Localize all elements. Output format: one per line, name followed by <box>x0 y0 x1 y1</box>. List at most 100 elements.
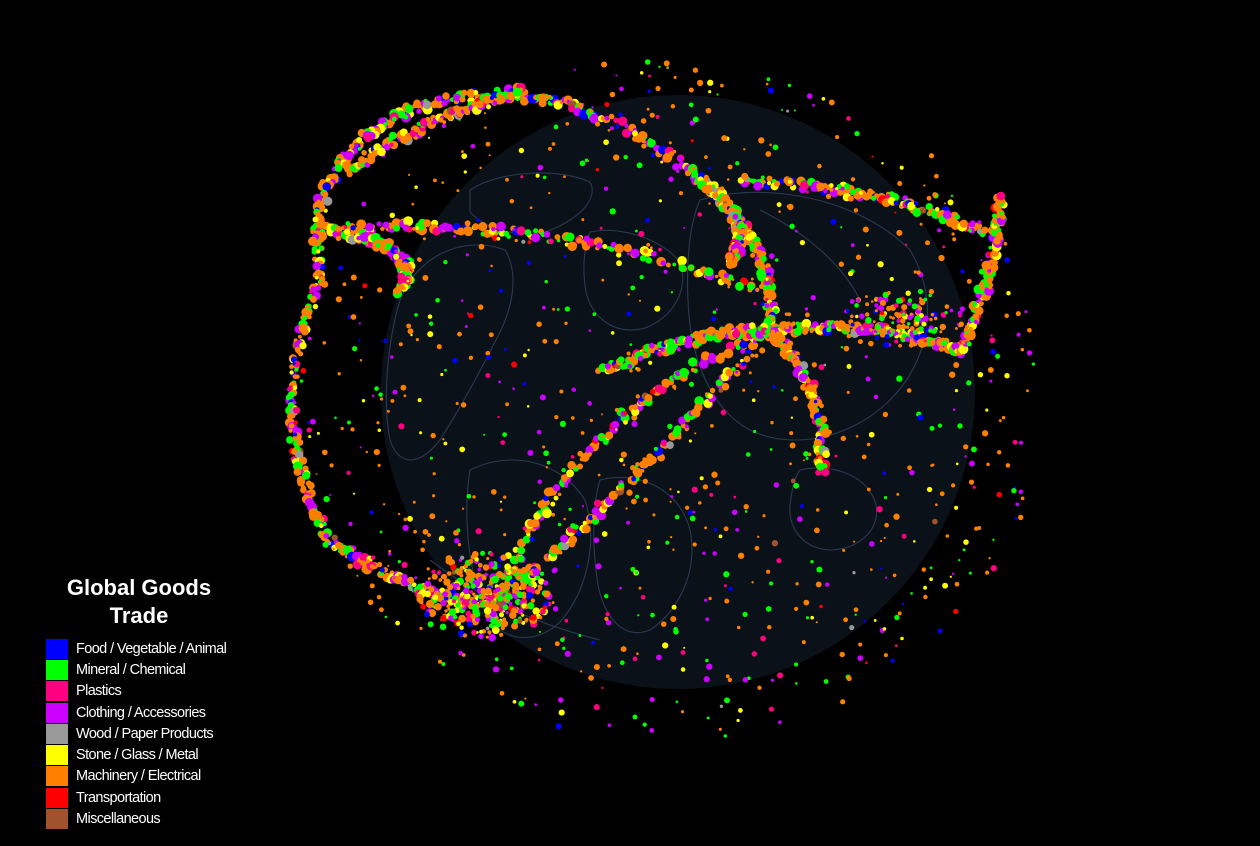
trade-scatter-dot <box>488 332 494 338</box>
trade-hub-dot <box>905 325 910 329</box>
trade-flow-dot <box>750 353 755 358</box>
trade-scatter-dot <box>684 505 690 510</box>
trade-flow-dot <box>543 230 551 238</box>
trade-scatter-dot <box>828 183 834 188</box>
trade-scatter-dot <box>846 364 852 369</box>
trade-scatter-dot <box>900 328 903 332</box>
trade-scatter-dot <box>613 154 620 161</box>
trade-scatter-dot <box>718 534 723 539</box>
trade-scatter-dot <box>840 186 845 191</box>
trade-flow-dot <box>568 535 578 545</box>
trade-flow-dot <box>721 382 730 391</box>
trade-scatter-dot <box>402 524 409 532</box>
trade-scatter-dot <box>397 560 401 564</box>
legend-item-clothing: Clothing / Accessories <box>46 702 266 723</box>
trade-hub-dot <box>881 328 887 334</box>
trade-hub-dot <box>440 599 447 607</box>
trade-hub-dot <box>464 593 471 600</box>
trade-scatter-dot <box>542 175 547 180</box>
legend-label-mineral: Mineral / Chemical <box>76 661 186 678</box>
trade-scatter-dot <box>499 500 503 503</box>
trade-flow-dot <box>731 329 741 339</box>
trade-hub-dot <box>490 602 495 606</box>
trade-hub-dot <box>512 589 516 594</box>
trade-scatter-dot <box>500 440 506 445</box>
trade-scatter-dot <box>404 266 410 273</box>
trade-hub-dot <box>519 582 527 590</box>
trade-flow-dot <box>716 196 722 202</box>
trade-scatter-dot <box>512 699 517 704</box>
legend-swatch-food <box>46 638 68 659</box>
trade-scatter-dot <box>901 533 907 539</box>
trade-flow-dot <box>768 332 773 337</box>
trade-flow-dot <box>522 535 531 544</box>
trade-scatter-dot <box>445 520 448 523</box>
trade-scatter-dot <box>458 650 463 656</box>
trade-hub-dot <box>488 633 496 642</box>
trade-scatter-dot <box>545 466 549 469</box>
trade-scatter-dot <box>461 153 468 159</box>
trade-scatter-dot <box>388 549 392 553</box>
trade-flow-dot <box>334 164 343 172</box>
trade-flow-dot <box>748 322 756 329</box>
trade-flow-dot <box>631 414 638 421</box>
trade-scatter-dot <box>386 409 390 413</box>
trade-scatter-dot <box>806 93 813 99</box>
trade-scatter-dot <box>388 224 394 230</box>
trade-hub-dot <box>939 323 947 331</box>
trade-flow-dot <box>981 226 989 234</box>
trade-scatter-dot <box>854 613 857 616</box>
trade-scatter-dot <box>597 473 601 477</box>
trade-flow-dot <box>340 226 345 231</box>
trade-scatter-dot <box>503 495 507 499</box>
trade-flow-dot <box>312 216 319 223</box>
trade-hub-dot <box>424 580 431 587</box>
trade-hub-dot <box>497 607 504 613</box>
trade-hub-dot <box>442 591 449 598</box>
trade-flow-dot <box>983 273 989 279</box>
trade-hub-dot <box>540 609 546 615</box>
trade-scatter-dot <box>610 331 615 335</box>
trade-scatter-dot <box>1020 496 1025 501</box>
trade-hub-dot <box>922 315 929 322</box>
trade-scatter-dot <box>631 476 637 482</box>
trade-hub-dot <box>928 293 932 298</box>
trade-scatter-dot <box>649 697 655 703</box>
trade-scatter-dot <box>805 456 809 460</box>
trade-hub-dot <box>517 555 525 563</box>
trade-scatter-dot <box>913 540 916 543</box>
trade-scatter-dot <box>765 569 771 574</box>
trade-flow-dot <box>313 512 320 519</box>
trade-scatter-dot <box>361 201 367 207</box>
trade-flow-dot <box>323 196 333 206</box>
trade-hub-dot <box>462 633 468 638</box>
trade-scatter-dot <box>786 109 790 113</box>
trade-hub-dot <box>481 575 487 581</box>
trade-scatter-dot <box>488 561 495 568</box>
trade-scatter-dot <box>655 85 661 92</box>
trade-flow-dot <box>285 394 293 401</box>
trade-scatter-dot <box>954 581 960 587</box>
trade-flow-dot <box>976 228 983 235</box>
trade-flow-dot <box>554 234 561 240</box>
trade-scatter-dot <box>706 716 710 720</box>
trade-flow-dot <box>813 438 822 447</box>
trade-flow-dot <box>406 226 413 233</box>
trade-scatter-dot <box>844 510 849 515</box>
trade-flow-dot <box>912 208 922 217</box>
trade-hub-dot <box>928 328 933 333</box>
trade-hub-dot <box>499 612 504 618</box>
trade-scatter-dot <box>535 173 540 178</box>
trade-scatter-dot <box>568 507 572 511</box>
trade-flow-dot <box>740 348 746 354</box>
trade-flow-dot <box>732 213 739 220</box>
trade-scatter-dot <box>571 387 577 392</box>
trade-flow-dot <box>310 229 315 235</box>
trade-flow-dot <box>666 441 674 449</box>
trade-scatter-dot <box>564 306 571 312</box>
trade-flow-dot <box>288 422 295 429</box>
trade-hub-dot <box>477 567 482 572</box>
trade-scatter-dot <box>492 666 500 673</box>
trade-flow-dot <box>294 367 299 372</box>
trade-flow-dot <box>527 519 535 528</box>
